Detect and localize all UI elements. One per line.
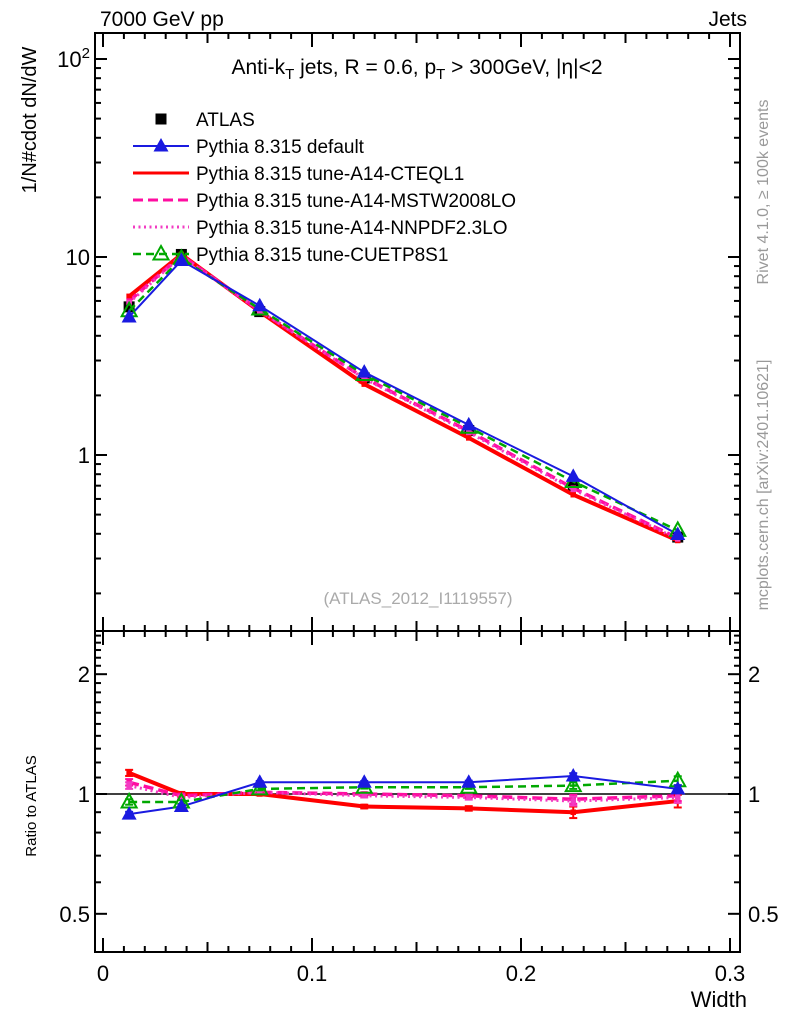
plot-title: Anti-kT jets, R = 0.6, pT > 300GeV, |η|<… [231, 56, 602, 83]
ratio-marker-1 [121, 806, 137, 820]
ratio-marker-4 [675, 794, 681, 801]
ratio-marker-4 [257, 789, 263, 796]
main-marker-1 [461, 416, 477, 431]
main-panel-frame [94, 32, 741, 632]
ratio-marker-2 [361, 803, 367, 810]
legend-label: Pythia 8.315 tune-CUETP8S1 [196, 245, 448, 266]
header-beam-energy: 7000 GeV pp [100, 8, 224, 31]
x-axis-label: Width [691, 987, 747, 1012]
ratio-marker-2 [466, 805, 472, 812]
legend-label: Pythia 8.315 default [196, 137, 365, 158]
analysis-id-watermark: (ATLAS_2012_I1119557) [323, 589, 512, 608]
ratio-marker-4 [361, 792, 367, 799]
legend-label: ATLAS [196, 110, 255, 131]
legend-label: Pythia 8.315 tune-A14-CTEQL1 [196, 164, 464, 185]
main-marker-1 [565, 468, 581, 482]
ratio-marker-2 [570, 809, 576, 815]
rivet-version-text: Rivet 4.1.0, ≥ 100k events [755, 100, 772, 285]
legend-marker [151, 243, 171, 261]
main-marker-2 [466, 435, 472, 441]
legend-marker [155, 113, 167, 125]
y-axis-label-ratio: Ratio to ATLAS [23, 755, 40, 856]
main-line-3 [127, 253, 679, 540]
ratio-marker-1 [670, 780, 686, 795]
ratio-marker-2 [126, 770, 132, 776]
ratio-marker-1 [356, 774, 372, 788]
legend-label: Pythia 8.315 tune-A14-MSTW2008LO [196, 191, 516, 212]
x-tick-label: 0.3 [715, 961, 746, 986]
main-marker-2 [126, 293, 132, 300]
ratio-marker-1 [461, 774, 477, 788]
legend-label: Pythia 8.315 tune-A14-NNPDF2.3LO [196, 218, 508, 239]
y-tick-label-ratio-right: 1 [748, 782, 760, 807]
mcplots-reference-text: mcplots.cern.ch [arXiv:2401.10621] [755, 360, 772, 611]
main-marker-1 [173, 252, 189, 267]
y-tick-label-ratio-left: 1 [78, 782, 90, 807]
main-marker-2 [570, 491, 576, 498]
main-marker-1 [356, 364, 372, 378]
main-marker-1 [121, 308, 137, 323]
ratio-marker-4 [570, 798, 576, 804]
ratio-marker-1 [565, 767, 581, 782]
ratio-marker-5 [564, 775, 583, 793]
y-tick-label-ratio-right: 2 [748, 662, 760, 687]
main-marker-1 [252, 297, 268, 312]
ratio-marker-4 [126, 782, 132, 789]
ratio-marker-1 [252, 774, 268, 788]
ratio-marker-4 [466, 794, 472, 801]
main-marker-4 [570, 486, 576, 493]
x-tick-label: 0.1 [297, 961, 328, 986]
main-marker-2 [361, 381, 367, 387]
y-tick-label-ratio-left: 0.5 [59, 902, 90, 927]
main-marker-1 [670, 526, 686, 540]
y-tick-label-ratio-right: 0.5 [748, 902, 779, 927]
atlas-data-point [123, 301, 135, 313]
y-tick-label-main: 10 [66, 245, 90, 270]
main-marker-4 [361, 375, 367, 382]
y-tick-label-main: 102 [57, 45, 90, 72]
y-axis-label-main: 1/N#cdot dN/dW [19, 47, 41, 194]
ratio-marker-1 [173, 798, 189, 813]
y-tick-label-main: 1 [78, 443, 90, 468]
x-tick-label: 0.2 [506, 961, 537, 986]
header-analysis-type: Jets [708, 8, 747, 31]
ratio-marker-4 [178, 794, 185, 801]
y-tick-label-ratio-left: 2 [78, 662, 90, 687]
legend-marker [153, 138, 169, 152]
ratio-panel-frame [94, 630, 741, 953]
x-tick-label: 0 [97, 961, 109, 986]
chart-generated: 0 0.1 0.2 0.3 102 10 1 2 2 1 1 0.5 0.5 ATLAS Pythia 8.… [57, 32, 779, 986]
